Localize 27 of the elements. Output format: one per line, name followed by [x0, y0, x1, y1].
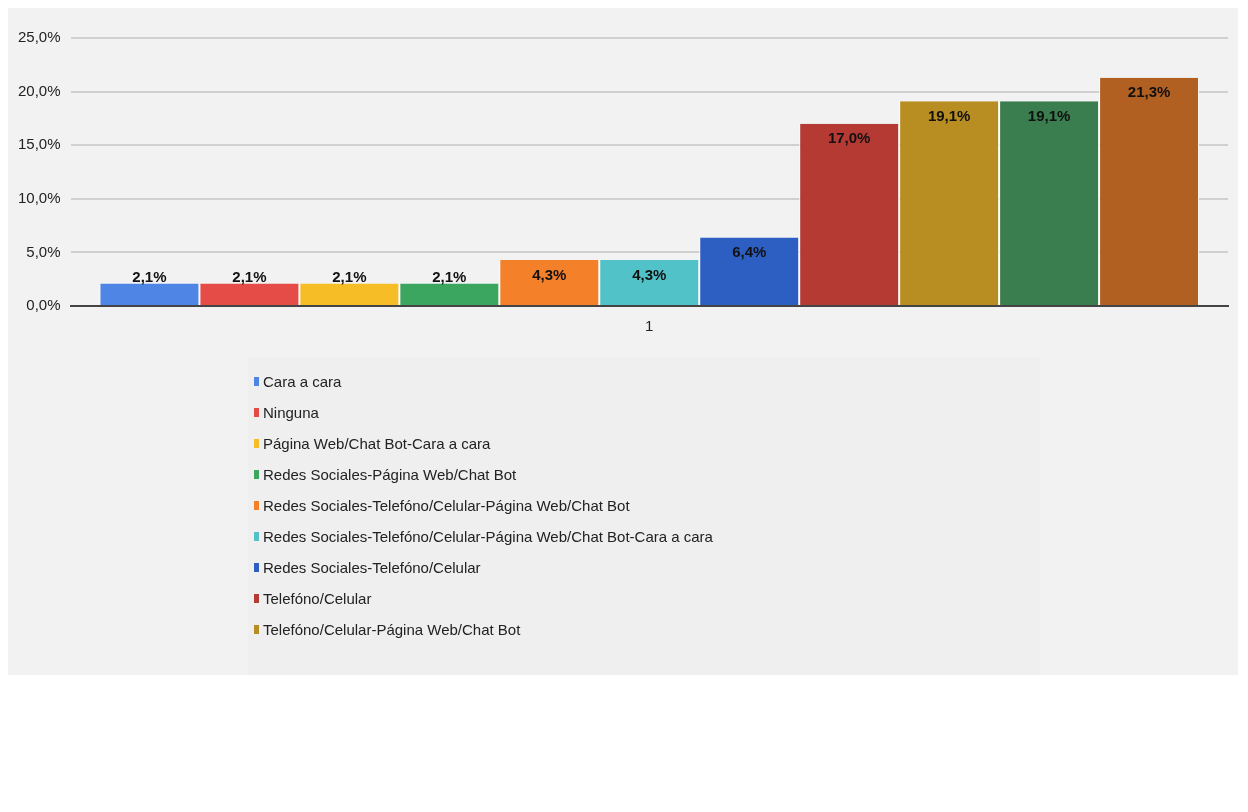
legend-label: Redes Sociales-Telefóno/Celular-Página Web/Chat Bot: [263, 497, 630, 514]
legend-label: Redes Sociales-Telefóno/Celular-Página Web/Chat Bot-Cara a cara: [263, 528, 713, 545]
data-label: 2,1%: [332, 268, 367, 286]
data-label: 2,1%: [432, 268, 467, 286]
data-label: 21,3%: [1127, 83, 1171, 101]
legend-label: Telefóno/Celular-Página Web/Chat Bot: [263, 621, 521, 638]
y-tick-label: 10,0%: [17, 188, 61, 206]
y-tick-label: 20,0%: [17, 81, 61, 99]
data-label: 4,3%: [632, 265, 667, 283]
data-label: 19,1%: [927, 106, 971, 124]
data-label: 19,1%: [1027, 106, 1071, 124]
y-tick-label: 15,0%: [17, 135, 61, 153]
data-label: 4,3%: [532, 265, 567, 283]
legend-label: Redes Sociales-Página Web/Chat Bot: [263, 466, 517, 483]
y-tick-label: 5,0%: [26, 242, 61, 260]
legend-label: Página Web/Chat Bot-Cara a cara: [263, 435, 491, 452]
y-tick-label: 25,0%: [17, 28, 61, 46]
legend-label: Cara a cara: [263, 373, 342, 390]
data-label: 17,0%: [827, 129, 871, 147]
y-tick-label: 0,0%: [26, 296, 61, 314]
legend-label: Redes Sociales-Telefóno/Celular: [263, 559, 481, 576]
legend-label: Telefóno/Celular: [263, 590, 372, 607]
data-label: 2,1%: [232, 268, 267, 286]
data-label: 2,1%: [132, 268, 167, 286]
data-label: 6,4%: [732, 243, 767, 261]
legend-label: Ninguna: [263, 404, 319, 421]
x-tick-label: 1: [645, 317, 654, 335]
